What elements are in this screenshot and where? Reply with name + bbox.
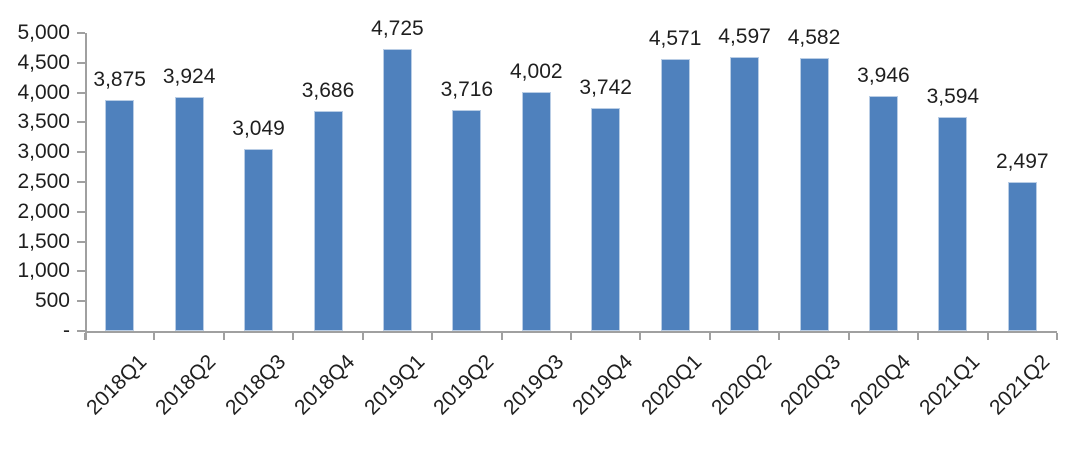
bar — [521, 92, 551, 331]
y-axis-tick-label: 2,000 — [17, 199, 70, 223]
bar — [660, 59, 690, 331]
y-axis-tick — [77, 210, 85, 213]
bar — [1007, 182, 1037, 331]
y-axis-tick — [77, 240, 85, 243]
x-axis-tick — [778, 333, 781, 340]
x-axis-tick — [639, 333, 642, 340]
x-axis-tick — [917, 333, 920, 340]
x-axis-tick-label-text: 2020Q1 — [637, 350, 707, 420]
y-axis-tick-label: 4,000 — [17, 80, 70, 104]
bar — [591, 108, 621, 331]
y-axis-tick — [77, 300, 85, 303]
bar-value-label: 3,716 — [440, 78, 494, 101]
y-axis-tick-label: 2,500 — [17, 170, 70, 193]
x-axis-tick-label-text: 2020Q4 — [845, 350, 915, 420]
bar — [382, 49, 412, 331]
x-axis-tick — [986, 333, 989, 340]
bar-value-label: 2,497 — [996, 150, 1049, 173]
bar-value-label: 4,571 — [648, 27, 702, 50]
y-axis-tick-label: 1,000 — [17, 259, 70, 283]
bar — [938, 117, 968, 331]
y-axis-tick — [77, 151, 85, 154]
bar — [244, 149, 274, 331]
x-axis-tick — [222, 333, 225, 340]
x-axis-tick-label-text: 2018Q2 — [151, 350, 221, 420]
bar — [313, 111, 343, 331]
x-axis-line — [85, 331, 1057, 333]
bar-value-label: 4,725 — [371, 17, 424, 40]
bar-value-label: 3,049 — [232, 117, 285, 140]
x-axis-tick — [708, 333, 711, 340]
x-axis-tick-label-text: 2018Q1 — [82, 350, 152, 420]
x-axis-tick — [847, 333, 850, 340]
y-axis-tick-label: 500 — [34, 289, 70, 313]
x-axis-tick — [1056, 333, 1058, 340]
y-axis-line — [85, 33, 87, 340]
x-axis-tick — [570, 333, 572, 340]
y-axis-tick — [77, 270, 85, 273]
bar-value-label: 3,742 — [579, 76, 632, 99]
x-axis-tick — [153, 333, 156, 340]
x-axis-tick — [84, 333, 86, 340]
y-axis-tick — [77, 91, 85, 94]
x-axis-tick — [500, 333, 503, 340]
x-axis-tick-label-text: 2021Q1 — [915, 350, 985, 420]
y-axis-tick — [77, 181, 85, 183]
bar-value-label: 3,875 — [93, 68, 146, 91]
x-axis-tick-label-text: 2020Q2 — [707, 350, 777, 420]
x-axis-tick-label-text: 2020Q3 — [776, 350, 846, 420]
bar — [452, 110, 482, 331]
y-axis-tick — [77, 121, 85, 124]
y-axis-tick-label: 3,000 — [17, 140, 70, 164]
bar — [174, 97, 204, 331]
x-axis-tick-label-text: 2019Q4 — [568, 350, 638, 420]
y-axis-tick-label: 1,500 — [17, 229, 70, 253]
x-axis-tick-label-text: 2019Q1 — [359, 350, 429, 420]
x-axis-tick-label-text: 2018Q4 — [290, 350, 360, 420]
y-axis-tick-label: 3,500 — [17, 110, 70, 134]
bar-value-label: 3,946 — [857, 64, 910, 87]
x-axis-tick — [292, 333, 295, 340]
y-axis-tick-label: 5,000 — [17, 21, 70, 44]
y-axis-tick — [77, 61, 85, 64]
bar — [105, 100, 135, 331]
bar-value-label: 4,597 — [718, 25, 771, 48]
x-axis-tick — [431, 333, 434, 340]
bar-value-label: 4,582 — [787, 26, 841, 49]
x-axis-tick-label-text: 2019Q2 — [429, 350, 499, 420]
x-axis-tick-label-text: 2018Q3 — [221, 350, 291, 420]
bar-value-label: 3,686 — [301, 79, 355, 102]
y-axis-tick-label: - — [63, 319, 70, 342]
x-axis-tick — [361, 333, 364, 340]
x-axis-tick-label-text: 2019Q3 — [498, 350, 568, 420]
bar-value-label: 3,594 — [926, 85, 980, 108]
bar — [730, 57, 760, 331]
y-axis-tick-label: 4,500 — [17, 50, 70, 74]
y-axis-tick — [77, 32, 85, 34]
y-axis-tick — [77, 330, 85, 332]
bar — [868, 96, 898, 331]
bar-value-label: 3,924 — [162, 65, 216, 88]
bar-value-label: 4,002 — [510, 60, 563, 83]
bar — [799, 58, 829, 331]
x-axis-tick-label-text: 2021Q2 — [984, 350, 1054, 420]
